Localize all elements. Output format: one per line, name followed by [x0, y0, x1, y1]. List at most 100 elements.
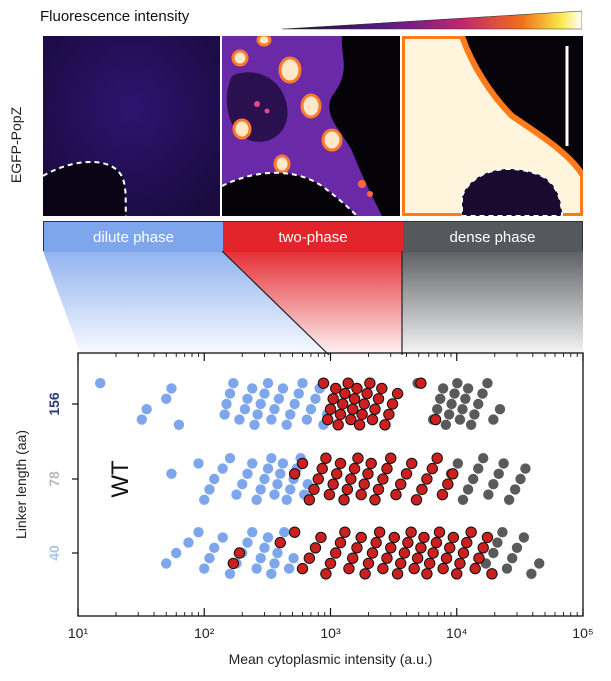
point-dense	[435, 393, 446, 404]
point-dense	[492, 537, 503, 548]
point-two-phase	[465, 526, 477, 538]
point-dense	[509, 484, 521, 495]
point-dense	[440, 419, 452, 430]
point-dense	[454, 414, 466, 425]
colorbar-wedge	[282, 10, 582, 30]
point-two-phase	[334, 536, 347, 549]
point-two-phase	[356, 408, 368, 421]
point-two-phase	[308, 483, 320, 496]
point-two-phase	[233, 547, 246, 559]
point-two-phase	[416, 483, 428, 496]
point-two-phase	[334, 408, 347, 421]
point-two-phase	[379, 419, 391, 431]
point-two-phase	[323, 488, 336, 501]
phase-two-phase-label: two-phase	[278, 228, 348, 246]
point-dense	[501, 563, 513, 574]
point-dense	[446, 398, 457, 410]
point-dense	[534, 558, 545, 569]
point-two-phase	[454, 557, 466, 570]
y-tick-label: 40	[46, 545, 62, 561]
point-two-phase	[430, 536, 443, 549]
point-dilute	[255, 398, 266, 410]
point-two-phase	[377, 562, 389, 575]
point-dilute	[224, 388, 236, 399]
y-axis-label: Linker length (aa)	[13, 430, 29, 539]
point-two-phase	[342, 377, 354, 389]
point-dilute	[193, 458, 204, 469]
point-two-phase	[440, 552, 453, 564]
point-dilute	[277, 383, 289, 394]
point-dense	[488, 414, 499, 425]
point-dilute	[242, 393, 253, 404]
point-dilute	[275, 468, 286, 479]
point-two-phase	[372, 393, 385, 405]
point-dense	[488, 479, 499, 490]
scatter-plot: 10¹ 10² 10³ 10⁴ 10⁵ Mean cytoplasmic intensit…	[13, 352, 594, 667]
phase-dilute-label: dilute phase	[93, 228, 174, 246]
point-dilute	[204, 484, 215, 495]
point-two-phase	[343, 562, 355, 575]
point-dense	[465, 419, 477, 430]
point-dilute	[269, 489, 280, 500]
micrograph-two-phase	[222, 36, 400, 216]
micrograph-dilute	[43, 36, 220, 216]
point-dilute	[262, 463, 274, 474]
point-two-phase	[415, 377, 427, 389]
point-dilute	[281, 494, 292, 505]
point-two-phase	[327, 478, 339, 490]
point-two-phase	[390, 488, 402, 501]
point-dilute	[166, 383, 177, 394]
colorbar-title: Fluorescence intensity	[40, 8, 190, 25]
point-dilute	[237, 479, 248, 490]
point-two-phase	[330, 382, 342, 395]
point-dilute	[136, 414, 147, 425]
point-two-phase	[303, 552, 316, 564]
point-dilute	[141, 404, 152, 415]
point-two-phase	[402, 536, 414, 549]
point-dilute	[171, 547, 182, 559]
point-dense	[488, 547, 499, 559]
point-two-phase	[320, 452, 332, 464]
point-two-phase	[347, 552, 359, 564]
point-dense	[498, 458, 509, 469]
point-two-phase	[381, 462, 393, 475]
point-dilute	[285, 484, 296, 495]
point-two-phase	[381, 552, 393, 564]
channel-label: EGFP-PopZ	[2, 107, 30, 183]
point-dense	[469, 409, 480, 420]
point-two-phase	[415, 542, 427, 554]
point-dilute	[272, 479, 283, 490]
point-dense	[457, 494, 469, 505]
point-two-phase	[348, 393, 361, 405]
point-dense	[452, 378, 463, 389]
point-dilute	[259, 473, 270, 485]
point-two-phase	[377, 473, 389, 485]
point-dense	[477, 388, 488, 399]
point-dilute	[224, 453, 236, 464]
point-dilute	[269, 404, 280, 415]
point-dense	[493, 468, 504, 479]
point-two-phase	[447, 468, 459, 480]
point-two-phase	[410, 494, 423, 506]
point-two-phase	[369, 403, 381, 415]
point-dense	[437, 383, 449, 394]
point-two-phase	[395, 478, 407, 490]
point-dilute	[289, 398, 300, 410]
point-two-phase	[296, 457, 309, 470]
phase-dense: dense phase	[403, 222, 582, 252]
point-dilute	[204, 553, 215, 564]
point-two-phase	[444, 542, 456, 554]
phase-bar: dilute phase two-phase dense phase	[43, 221, 583, 252]
channel-label-text: EGFP-PopZ	[8, 106, 24, 184]
point-two-phase	[348, 462, 361, 475]
point-dense	[473, 398, 484, 410]
point-two-phase	[461, 536, 473, 549]
point-dense	[515, 473, 526, 485]
point-two-phase	[338, 494, 350, 506]
point-two-phase	[388, 531, 400, 544]
point-two-phase	[345, 473, 357, 485]
point-dilute	[209, 542, 220, 553]
point-dilute	[266, 414, 277, 425]
point-two-phase	[331, 468, 343, 480]
point-two-phase	[411, 552, 424, 564]
